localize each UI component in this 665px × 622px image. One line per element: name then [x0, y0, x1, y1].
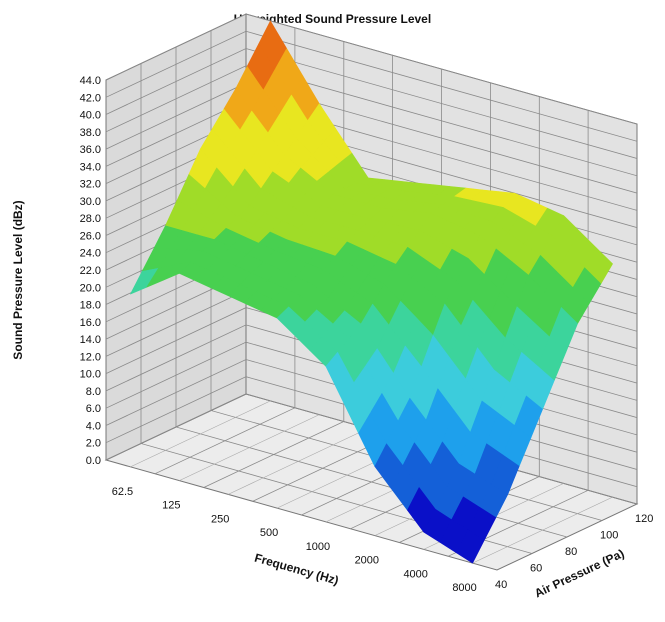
z-gridline	[105, 13, 638, 125]
z-tick-label: 32.0	[80, 179, 101, 191]
floor-gridline	[179, 414, 320, 481]
z-tick-label: 12.0	[80, 351, 101, 363]
y-tick-label: 60	[530, 563, 542, 575]
y-axis-title: Air Pressure (Pa)	[532, 546, 626, 600]
z-tick-label: 10.0	[80, 369, 101, 381]
z-gridline	[105, 48, 638, 159]
floor-gridline	[472, 496, 613, 564]
z-tick-label: 26.0	[80, 230, 101, 242]
x-axis-title: Frequency (Hz)	[253, 551, 340, 588]
z-tick-label: 14.0	[80, 334, 101, 346]
z-tick-label: 28.0	[80, 213, 101, 225]
z-gridline	[105, 65, 638, 177]
z-axis-title: Sound Pressure Level (dBz)	[11, 200, 25, 359]
floor-gridline	[130, 400, 271, 468]
z-tick-label: 42.0	[80, 92, 101, 104]
chart-title: Unweighted Sound Pressure Level	[233, 12, 432, 26]
z-tick-label: 40.0	[80, 110, 101, 122]
z-tick-label: 6.0	[86, 403, 101, 415]
z-gridline	[105, 30, 638, 142]
z-tick-label: 4.0	[86, 420, 101, 432]
z-tick-label: 38.0	[80, 127, 101, 139]
z-tick-label: 16.0	[80, 317, 101, 329]
x-tick-label: 125	[162, 500, 180, 512]
z-tick-label: 34.0	[80, 161, 101, 173]
z-tick-label: 24.0	[80, 248, 101, 260]
surface-plot	[130, 20, 613, 564]
x-gridline	[447, 110, 589, 557]
x-tick-label: 62.5	[112, 486, 133, 498]
surface-cell	[455, 529, 485, 564]
y-gridline	[140, 63, 533, 554]
z-tick-label: 30.0	[80, 196, 101, 208]
z-tick-label: 36.0	[80, 144, 101, 156]
x-tick-label: 500	[260, 527, 278, 539]
x-tick-label: 1000	[306, 541, 330, 553]
x-tick-label: 8000	[452, 582, 476, 594]
z-tick-label: 44.0	[80, 75, 101, 87]
floor-gridline	[228, 428, 369, 495]
z-tick-label: 8.0	[86, 386, 101, 398]
y-tick-label: 40	[495, 579, 507, 591]
x-tick-label: 2000	[355, 555, 379, 567]
z-tick-label: 0.0	[86, 455, 101, 467]
y-tick-label: 120	[635, 513, 653, 525]
z-tick-label: 22.0	[80, 265, 101, 277]
z-tick-label: 18.0	[80, 300, 101, 312]
axis-tick-labels: 0.0 2.0 4.0 6.0 8.0 10.0 12.0 14.0 16.0 18.0 20.0 2…	[80, 75, 654, 594]
x-tick-label: 250	[211, 513, 229, 525]
z-tick-label: 20.0	[80, 282, 101, 294]
x-tick-label: 4000	[403, 568, 427, 580]
z-tick-label: 2.0	[86, 438, 101, 450]
y-tick-label: 80	[565, 546, 577, 558]
y-tick-label: 100	[600, 530, 618, 542]
